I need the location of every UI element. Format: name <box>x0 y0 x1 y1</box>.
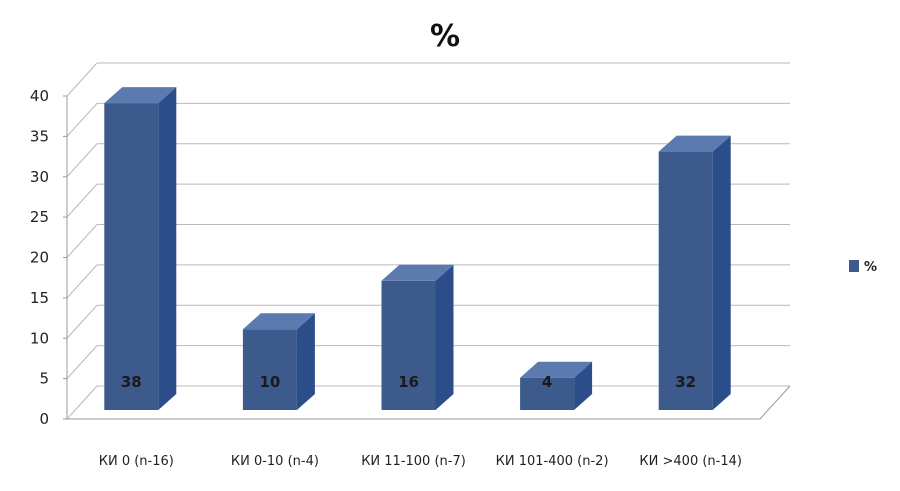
y-tick-label-5: 5 <box>39 370 49 388</box>
bar-side-4 <box>574 361 593 410</box>
bar-top-1 <box>104 87 177 104</box>
x-category-label-1: КИ 0 (n-16) <box>99 454 174 469</box>
bar-top-2 <box>242 313 315 330</box>
bar-4 <box>520 361 593 410</box>
bar-top-5 <box>658 135 731 152</box>
gridline-side-35 <box>66 103 98 137</box>
x-axis-categories: КИ 0 (n-16) КИ 0-10 (n-4) КИ 11-100 (n-7) К… <box>99 454 742 469</box>
y-axis-ticks: 0 5 10 15 20 25 30 35 40 <box>30 87 67 428</box>
bars <box>104 87 731 411</box>
data-label-3: 16 <box>398 373 419 391</box>
x-category-label-2: КИ 0-10 (n-4) <box>231 454 319 469</box>
gridline-side-0 <box>66 385 98 420</box>
bar-front-3 <box>381 280 436 410</box>
bar-front-4 <box>520 377 575 410</box>
x-category-label-5: КИ >400 (n-14) <box>639 454 742 469</box>
gridline-side-5 <box>66 345 98 379</box>
chart-title: % <box>430 19 460 54</box>
y-tick-label-15: 15 <box>30 289 49 307</box>
bar-2 <box>242 313 315 410</box>
gridline-side-15 <box>66 264 98 299</box>
bar-top-3 <box>381 264 454 281</box>
data-label-5: 32 <box>675 373 696 391</box>
bar-top-4 <box>520 361 593 378</box>
bar-front-2 <box>242 329 297 410</box>
y-tick-label-35: 35 <box>30 127 49 145</box>
legend-label: % <box>864 260 877 275</box>
gridline-side-10 <box>66 304 98 339</box>
data-label-2: 10 <box>259 373 280 391</box>
bar-5 <box>658 135 731 410</box>
y-tick-label-0: 0 <box>39 410 49 428</box>
bar-side-1 <box>158 87 177 411</box>
gridline-side-20 <box>66 224 98 258</box>
y-tick-label-40: 40 <box>30 87 49 105</box>
x-category-label-4: КИ 101-400 (n-2) <box>496 454 609 469</box>
data-label-4: 4 <box>542 373 552 391</box>
bar-side-3 <box>435 264 454 410</box>
y-tick-label-30: 30 <box>30 168 49 186</box>
bar-front-1 <box>104 103 159 411</box>
bar-front-5 <box>658 151 713 410</box>
y-tick-label-20: 20 <box>30 249 49 267</box>
bar-side-5 <box>712 135 731 410</box>
bar-3 <box>381 264 454 410</box>
bar-1 <box>104 87 177 411</box>
data-label-1: 38 <box>121 373 142 391</box>
data-labels: 38 10 16 4 32 <box>121 373 696 391</box>
legend: % <box>849 260 877 275</box>
y-tick-label-10: 10 <box>30 329 49 347</box>
legend-swatch <box>849 260 859 272</box>
gridline-side-25 <box>66 183 98 218</box>
y-tick-label-25: 25 <box>30 208 49 226</box>
bar-side-2 <box>296 313 315 410</box>
gridline-side-30 <box>66 143 98 178</box>
gridline-side-40 <box>66 62 98 97</box>
x-category-label-3: КИ 11-100 (n-7) <box>361 454 466 469</box>
x-axis-floor-right <box>759 385 791 420</box>
